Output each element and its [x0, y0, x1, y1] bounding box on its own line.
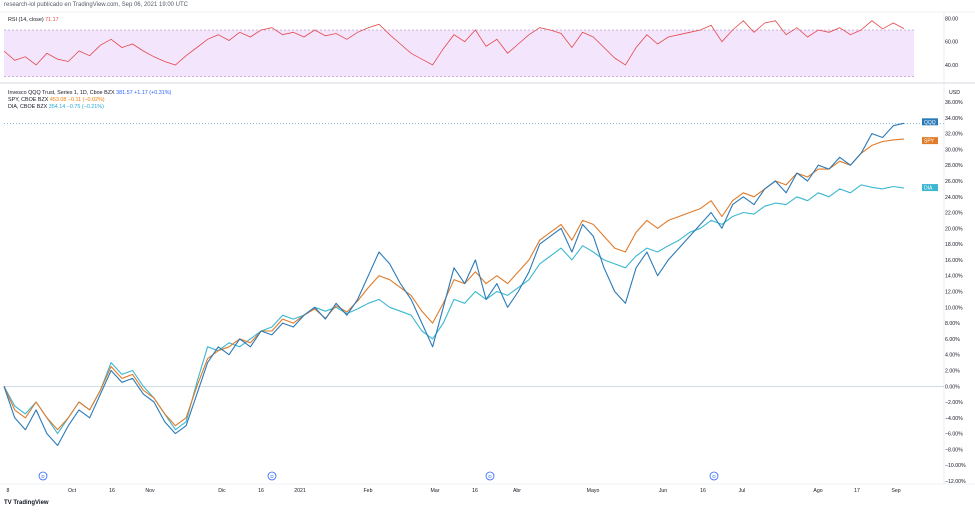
- rsi-label: RSI (14, close) 71.17: [8, 17, 59, 23]
- y-tick: 34.00%: [945, 116, 963, 122]
- y-tick: 32.00%: [945, 132, 963, 138]
- dividend-marker-icon: [485, 471, 495, 481]
- x-tick: 16: [109, 488, 115, 494]
- y-tick: 12.00%: [945, 290, 963, 296]
- legend-name: SPY, CBOE BZX: [8, 97, 50, 103]
- y-tick: 14.00%: [945, 274, 963, 280]
- y-tick: 26.00%: [945, 179, 963, 185]
- y-tick: −4.00%: [945, 416, 963, 422]
- legend-value: 453.08 −0.11 (−0.02%): [49, 97, 105, 103]
- y-tick: 28.00%: [945, 163, 963, 169]
- x-tick: Dic: [218, 488, 226, 494]
- y-tick: 16.00%: [945, 258, 963, 264]
- legend-item-0[interactable]: Invesco QQQ Trust, Series 1, 1D, Cboe BZ…: [8, 90, 171, 97]
- last-value-tag: [922, 137, 938, 145]
- last-value-tag-label: SPY: [924, 139, 935, 145]
- legend-value: 381.57 +1.17 (+0.31%): [116, 90, 172, 96]
- y-tick: 10.00%: [945, 305, 963, 311]
- x-tick: 8: [7, 488, 10, 494]
- x-tick: Jul: [739, 488, 746, 494]
- legend-item-2[interactable]: DIA, CBOE BZX 354.14 −0.75 (−0.21%): [8, 104, 104, 111]
- x-tick: Mayo: [587, 488, 600, 494]
- y-tick: 4.00%: [945, 353, 960, 359]
- x-tick: Oct: [68, 488, 77, 494]
- y-tick: 24.00%: [945, 195, 963, 201]
- x-tick: Feb: [364, 488, 373, 494]
- x-tick: 17: [854, 488, 860, 494]
- y-tick: −6.00%: [945, 432, 963, 438]
- last-value-tag: [922, 118, 938, 126]
- x-tick: 2021: [294, 488, 306, 494]
- y-tick: 20.00%: [945, 226, 963, 232]
- last-value-tag: [922, 184, 938, 192]
- rsi-tick: 80.00: [945, 16, 958, 22]
- dia-line: [3, 184, 905, 435]
- x-tick: 16: [472, 488, 478, 494]
- dividend-marker-letter: D: [488, 474, 492, 479]
- dividend-marker-icon: [38, 471, 48, 481]
- last-value-tag-label: QQQ: [924, 120, 936, 126]
- last-value-tag-label: DIA: [924, 186, 933, 192]
- tradingview-logo: TV TradingView: [4, 500, 49, 506]
- rsi-tick: 40.00: [945, 63, 958, 69]
- dividend-marker-letter: D: [712, 474, 716, 479]
- y-tick: 36.00%: [945, 100, 963, 106]
- x-tick: Sep: [891, 488, 900, 494]
- y-tick: −12.00%: [945, 479, 966, 485]
- qqq-line: [3, 122, 905, 447]
- y-tick: 6.00%: [945, 337, 960, 343]
- rsi-value: 71.17: [45, 17, 59, 23]
- x-tick: Abr: [513, 488, 521, 494]
- legend-name: Invesco QQQ Trust, Series 1, 1D, Cboe BZ…: [8, 90, 117, 96]
- rsi-tick: 60.00: [945, 40, 958, 46]
- publisher-header: research-iol publicado en TradingView.co…: [4, 2, 188, 8]
- x-tick: Nov: [145, 488, 155, 494]
- legend-value: 354.14 −0.75 (−0.21%): [48, 104, 104, 110]
- y-tick: 30.00%: [945, 147, 963, 153]
- rsi-band: [4, 30, 914, 77]
- x-tick: Ago: [813, 488, 822, 494]
- y-tick: 2.00%: [945, 368, 960, 374]
- brand-label: TradingView: [13, 500, 49, 506]
- y-tick: −10.00%: [945, 463, 966, 469]
- spy-line: [3, 138, 905, 431]
- y-tick: 22.00%: [945, 211, 963, 217]
- dividend-marker-icon: [709, 471, 719, 481]
- x-tick: 16: [258, 488, 264, 494]
- dividend-marker-letter: D: [270, 474, 274, 479]
- y-tick: −8.00%: [945, 447, 963, 453]
- legend-item-1[interactable]: SPY, CBOE BZX 453.08 −0.11 (−0.02%): [8, 97, 105, 104]
- legend-name: DIA, CBOE BZX: [8, 104, 49, 110]
- x-tick: Mar: [431, 488, 440, 494]
- axis-unit: USD: [949, 90, 960, 96]
- y-tick: 8.00%: [945, 321, 960, 327]
- dividend-marker-letter: D: [41, 474, 45, 479]
- dividend-marker-icon: [267, 471, 277, 481]
- y-tick: 0.00%: [945, 384, 960, 390]
- y-tick: 18.00%: [945, 242, 963, 248]
- rsi-line: [3, 20, 905, 66]
- rsi-name: RSI (14, close): [8, 17, 44, 23]
- x-tick: Jun: [659, 488, 667, 494]
- tv-icon: TV: [4, 500, 14, 506]
- y-tick: −2.00%: [945, 400, 963, 406]
- x-tick: 16: [700, 488, 706, 494]
